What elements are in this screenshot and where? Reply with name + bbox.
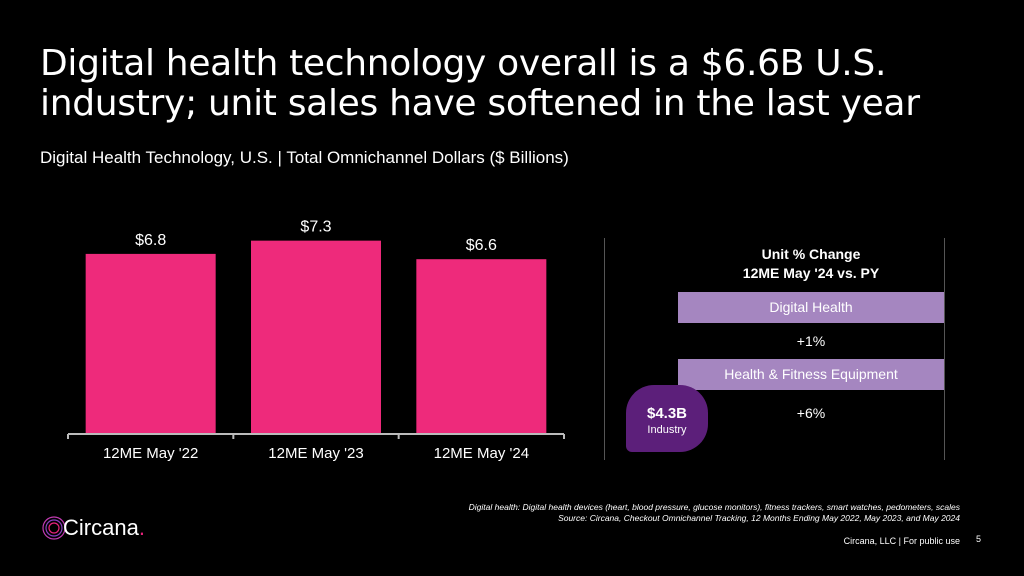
industry-badge: $4.3B Industry: [626, 385, 708, 452]
circana-logo-text: Circana.: [63, 515, 145, 541]
panel-divider: [604, 238, 605, 460]
panel-divider-right: [944, 238, 945, 460]
bar-3: [416, 259, 547, 434]
unit-row-label-health-fitness: Health & Fitness Equipment: [678, 359, 944, 390]
data-label-1: $6.8: [135, 232, 166, 249]
logo-wordmark: Circana: [63, 515, 139, 540]
logo-dot: .: [138, 515, 145, 540]
page-title: Digital health technology overall is a $…: [40, 43, 920, 124]
unit-row-label-digital-health: Digital Health: [678, 292, 944, 323]
bar-chart: $6.8 12ME May '22 $7.3 12ME May '23 $6.6 12ME…: [67, 219, 565, 462]
unit-row-value-digital-health: +1%: [796, 333, 826, 349]
unit-row-value-health-fitness: +6%: [796, 405, 826, 421]
industry-badge-value: $4.3B: [646, 405, 688, 422]
unit-change-title: Unit % Change 12ME May '24 vs. PY: [678, 245, 944, 283]
footnote-definition: Digital health: Digital health devices (…: [468, 502, 960, 512]
x-tick-label-3: 12ME May '24: [434, 445, 529, 462]
industry-badge-label: Industry: [647, 424, 687, 436]
footer-text: Circana, LLC | For public use: [843, 536, 960, 546]
circana-logo-icon: [42, 516, 66, 540]
footnote: Digital health: Digital health devices (…: [469, 502, 960, 524]
x-tick-label-1: 12ME May '22: [103, 445, 198, 462]
bar-2: [251, 240, 381, 434]
bar-1: [85, 253, 216, 434]
chart-subtitle: Digital Health Technology, U.S. | Total …: [40, 148, 569, 167]
data-label-3: $6.6: [466, 237, 497, 254]
data-label-2: $7.3: [300, 219, 331, 236]
footnote-source: Source: Circana, Checkout Omnichannel Tr…: [558, 513, 960, 523]
x-tick-label-2: 12ME May '23: [268, 445, 363, 462]
page-number: 5: [976, 534, 982, 544]
unit-change-title-line1: Unit % Change: [761, 246, 861, 262]
unit-change-title-line2: 12ME May '24 vs. PY: [742, 265, 880, 281]
